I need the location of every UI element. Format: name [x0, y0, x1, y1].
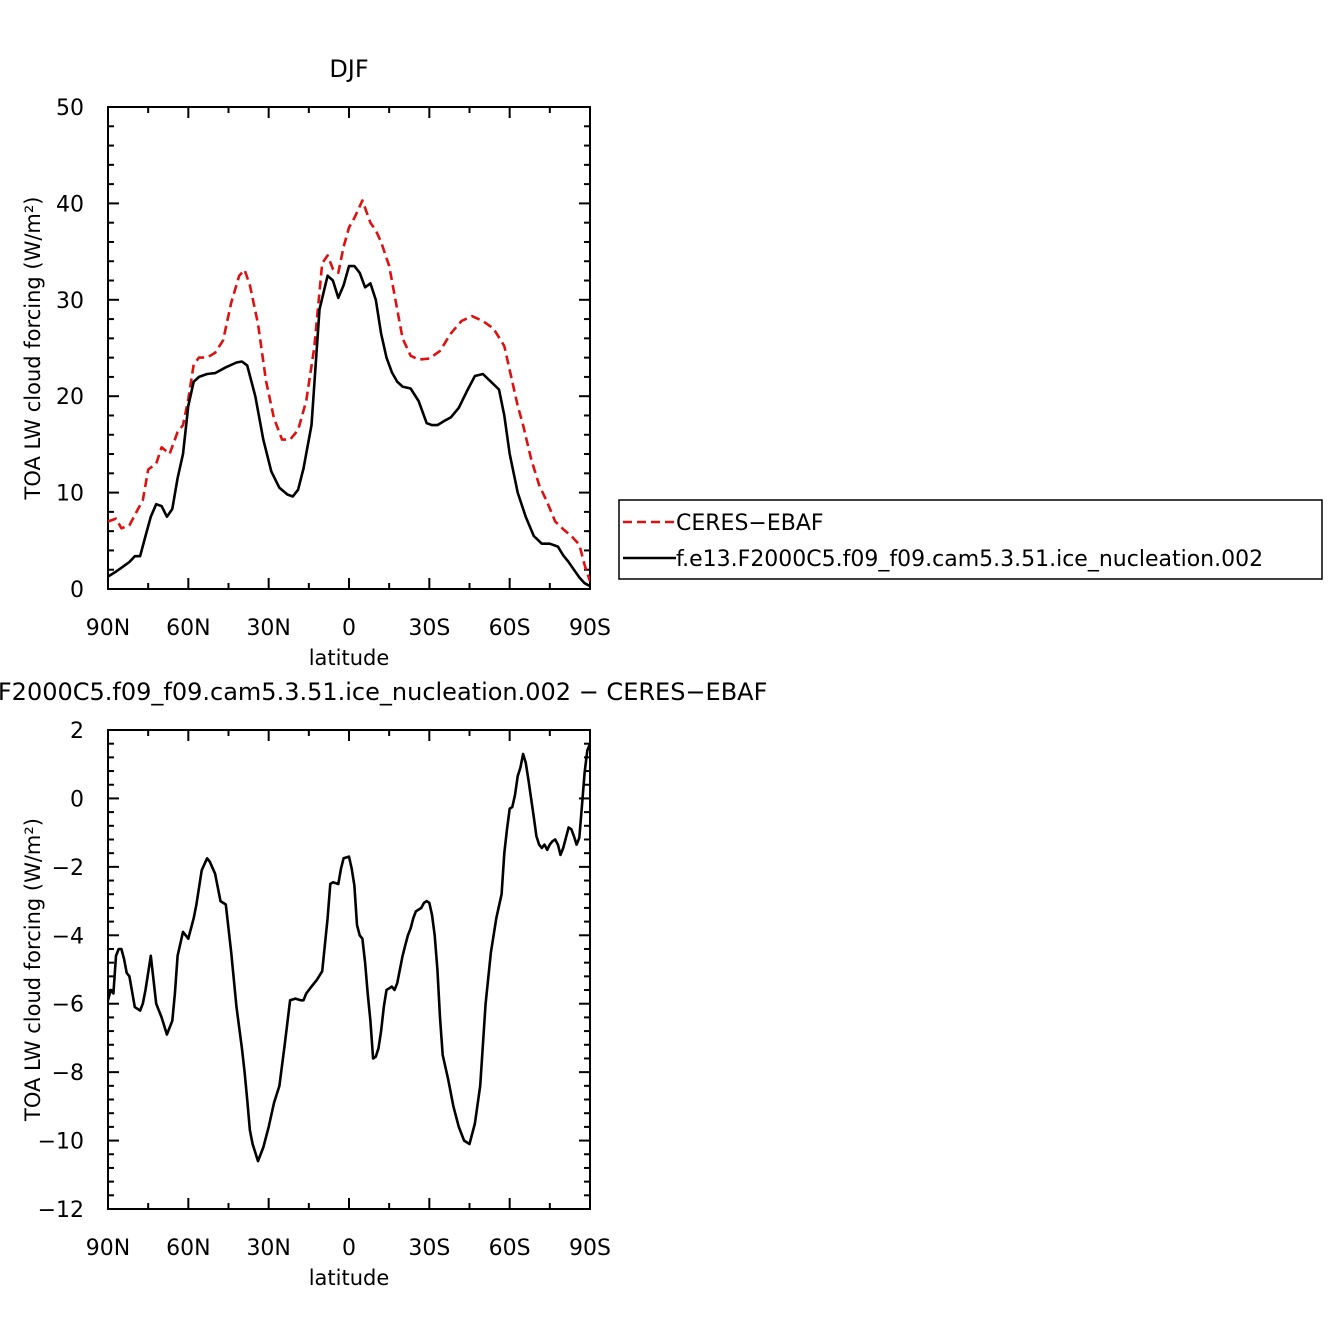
y-tick-label: −8: [52, 1061, 84, 1086]
y-axis-label: TOA LW cloud forcing (W/m²): [21, 818, 45, 1122]
x-tick-label: 30N: [246, 1236, 290, 1261]
y-tick-label: 20: [56, 385, 84, 410]
y-tick-label: 0: [70, 787, 84, 812]
y-tick-label: 30: [56, 289, 84, 314]
y-tick-label: −2: [52, 856, 84, 881]
x-tick-label: 90S: [569, 616, 611, 641]
x-tick-label: 90S: [569, 1236, 611, 1261]
chart-panel-1: 90N 60N 30N 0 30S 60S 90S 0 10 20 30 40 50 latitude TO…: [21, 55, 1323, 670]
plot-frame: [107, 106, 591, 590]
x-tick-label: 0: [342, 1236, 356, 1261]
series-line-1: [108, 199, 590, 582]
y-axis-label: TOA LW cloud forcing (W/m²): [21, 197, 45, 501]
legend-label-2: f.e13.F2000C5.f09_f09.cam5.3.51.ice_nucl…: [676, 547, 1263, 572]
y-tick-label: −6: [52, 993, 84, 1018]
chart-title: DJF: [329, 55, 368, 83]
x-tick-label: 30S: [408, 1236, 450, 1261]
x-tick-label: 30S: [408, 616, 450, 641]
x-tick-label: 30N: [246, 616, 290, 641]
legend: CERES−EBAF f.e13.F2000C5.f09_f09.cam5.3.5…: [618, 499, 1323, 580]
x-tick-label: 60N: [166, 1236, 210, 1261]
x-axis-label: latitude: [309, 646, 390, 670]
y-tick-label: 50: [56, 96, 84, 121]
y-tick-label: 40: [56, 192, 84, 217]
x-tick-label: 60S: [489, 616, 531, 641]
series-line-1: [108, 743, 590, 1163]
x-tick-label: 90N: [86, 616, 130, 641]
y-tick-label: −10: [38, 1130, 84, 1155]
y-tick-label: 0: [70, 578, 84, 603]
y-tick-label: 10: [56, 482, 84, 507]
plot-frame: [107, 729, 591, 1210]
x-tick-label: 0: [342, 616, 356, 641]
y-tick-label: −12: [38, 1198, 84, 1223]
y-tick-label: −4: [52, 924, 84, 949]
y-tick-label: 2: [70, 719, 84, 744]
x-tick-label: 90N: [86, 1236, 130, 1261]
x-tick-label: 60S: [489, 1236, 531, 1261]
chart-panel-2: 90N 60N 30N 0 30S 60S 90S −12 −10 −8 −6 −4 −2 0 2 latit…: [0, 678, 767, 1290]
x-tick-label: 60N: [166, 616, 210, 641]
x-axis-label: latitude: [309, 1266, 390, 1290]
series-line-2: [108, 264, 590, 588]
chart-title: f.e13.F2000C5.f09_f09.cam5.3.51.ice_nucl…: [0, 678, 767, 706]
legend-box: [618, 499, 1323, 580]
legend-label-1: CERES−EBAF: [676, 511, 824, 536]
